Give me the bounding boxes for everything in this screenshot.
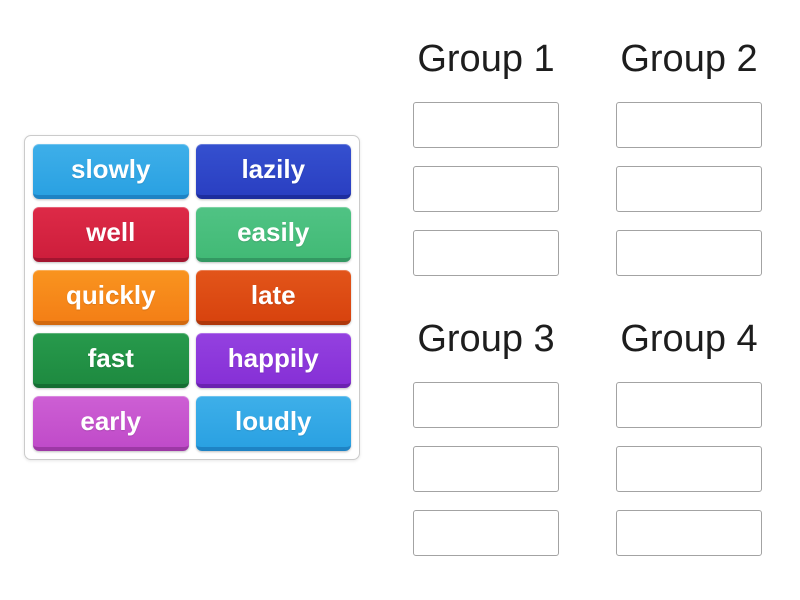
word-tile-easily[interactable]: easily [195, 207, 351, 262]
word-tile-lazily[interactable]: lazily [195, 144, 351, 199]
drop-slot[interactable] [616, 382, 762, 428]
group-2-slots [609, 102, 769, 276]
word-tile-happily[interactable]: happily [195, 333, 351, 388]
drop-slot[interactable] [616, 102, 762, 148]
group-2-title: Group 2 [620, 38, 758, 80]
group-4: Group 4 [609, 316, 769, 574]
group-3-slots [406, 382, 566, 556]
group-3: Group 3 [406, 316, 566, 574]
word-tile-loudly[interactable]: loudly [195, 396, 351, 451]
drop-slot[interactable] [413, 382, 559, 428]
drop-slot[interactable] [413, 102, 559, 148]
group-4-title: Group 4 [620, 318, 758, 360]
drop-slot[interactable] [616, 230, 762, 276]
drop-slot[interactable] [616, 446, 762, 492]
drop-slot[interactable] [616, 166, 762, 212]
group-4-slots [609, 382, 769, 556]
group-1: Group 1 [406, 36, 566, 294]
group-3-title: Group 3 [417, 318, 555, 360]
drop-slot[interactable] [616, 510, 762, 556]
drop-slot[interactable] [413, 230, 559, 276]
group-1-slots [406, 102, 566, 276]
group-1-title: Group 1 [417, 38, 555, 80]
word-bank: slowly lazily well easily quickly late fast hap… [24, 135, 360, 460]
word-tile-late[interactable]: late [195, 270, 351, 325]
drop-slot[interactable] [413, 446, 559, 492]
word-tile-quickly[interactable]: quickly [33, 270, 189, 325]
drop-slot[interactable] [413, 166, 559, 212]
word-tile-early[interactable]: early [33, 396, 189, 451]
word-tile-slowly[interactable]: slowly [33, 144, 189, 199]
word-tile-fast[interactable]: fast [33, 333, 189, 388]
drop-slot[interactable] [413, 510, 559, 556]
group-2: Group 2 [609, 36, 769, 294]
word-tile-well[interactable]: well [33, 207, 189, 262]
